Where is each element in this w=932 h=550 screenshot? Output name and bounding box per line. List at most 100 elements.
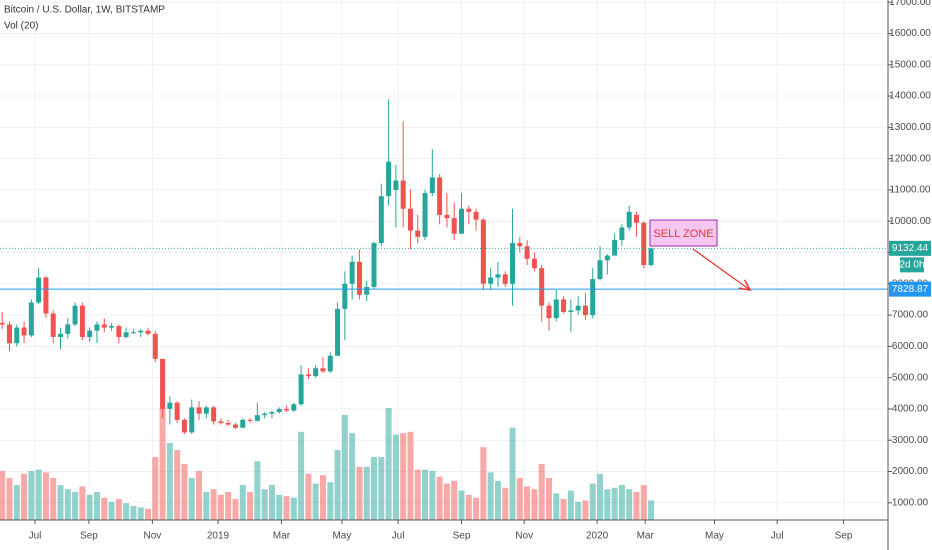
candle-body xyxy=(28,302,34,336)
volume-bar xyxy=(101,497,108,520)
volume-bar xyxy=(531,489,538,520)
volume-bar xyxy=(298,431,305,520)
candle-body xyxy=(65,324,71,334)
volume-bar xyxy=(217,494,224,520)
volume-bar xyxy=(458,490,465,520)
price-label: 9132.44 xyxy=(892,243,929,254)
candle-body xyxy=(262,413,268,416)
candle-body xyxy=(50,313,56,337)
candle-body xyxy=(502,274,508,284)
volume-bar xyxy=(640,485,647,520)
candle-body xyxy=(378,196,384,244)
candle-body xyxy=(247,419,253,421)
volume-bar xyxy=(356,466,363,520)
candle-body xyxy=(590,279,596,316)
y-tick-label: 7000.00 xyxy=(892,310,929,321)
candle-body xyxy=(160,358,166,409)
candle-body xyxy=(546,305,552,319)
volume-bar xyxy=(597,473,604,520)
y-tick-label: 1000.00 xyxy=(892,497,929,508)
candle-body xyxy=(298,374,304,405)
volume-bar xyxy=(327,482,334,520)
candle-layer xyxy=(0,99,654,434)
candle-body xyxy=(633,214,639,223)
candle-body xyxy=(254,415,260,421)
volume-bar xyxy=(203,492,210,520)
candle-body xyxy=(517,243,523,247)
volume-bar xyxy=(21,473,28,520)
volume-bar xyxy=(422,469,429,520)
y-tick-label: 15000.00 xyxy=(889,59,931,70)
candle-body xyxy=(327,355,333,372)
volume-bar xyxy=(516,478,523,520)
volume-bar xyxy=(443,483,450,520)
volume-bar xyxy=(363,466,370,520)
x-tick-label: Nov xyxy=(515,531,533,542)
candle-body xyxy=(225,423,231,425)
countdown-label: 2d 0h xyxy=(899,259,924,270)
volume-bar xyxy=(480,447,487,520)
candle-body xyxy=(488,277,494,284)
sell-zone-box xyxy=(649,219,718,247)
x-tick-label: Mar xyxy=(273,531,291,542)
candle-body xyxy=(393,180,399,190)
candle-body xyxy=(437,177,443,215)
volume-bar xyxy=(509,427,516,520)
volume-bar xyxy=(436,476,443,520)
volume-bar xyxy=(181,464,188,520)
volume-bar xyxy=(115,499,122,520)
volume-bar xyxy=(210,489,217,520)
x-tick-label: Sep xyxy=(835,531,853,542)
x-tick-label: Jul xyxy=(29,531,42,542)
volume-bar xyxy=(407,431,414,520)
volume-bar xyxy=(553,493,560,520)
volume-bar xyxy=(312,483,319,520)
volume-bar xyxy=(341,415,348,520)
volume-bar xyxy=(166,443,173,520)
volume-bar xyxy=(174,450,181,520)
candle-body xyxy=(342,283,348,309)
candle-body xyxy=(626,211,632,228)
volume-bar xyxy=(349,433,356,520)
volume-bar xyxy=(247,492,254,520)
price-label: 7828.87 xyxy=(892,284,929,295)
candle-body xyxy=(648,248,654,266)
candle-body xyxy=(415,230,421,237)
candle-body xyxy=(14,327,20,344)
candle-body xyxy=(400,180,406,209)
y-tick-label: 13000.00 xyxy=(889,122,931,133)
candle-body xyxy=(561,299,567,312)
volume-bar xyxy=(400,433,407,520)
volume-bar xyxy=(108,501,115,520)
candle-body xyxy=(101,324,107,328)
candle-body xyxy=(109,326,115,328)
volume-bar xyxy=(385,408,392,520)
candle-body xyxy=(203,407,209,414)
candle-body xyxy=(189,407,195,433)
volume-bar xyxy=(35,469,42,520)
candle-body xyxy=(21,327,27,336)
candle-body xyxy=(94,324,100,331)
candle-body xyxy=(335,308,341,356)
volume-bar xyxy=(305,473,312,520)
candle-body xyxy=(130,332,136,334)
volume-bar xyxy=(137,507,144,520)
volume-bar xyxy=(538,464,545,520)
volume-bar xyxy=(159,408,166,520)
x-tick-label: Sep xyxy=(80,531,98,542)
candle-body xyxy=(269,412,275,414)
volume-bar xyxy=(567,490,574,520)
volume-bar xyxy=(42,472,49,520)
volume-bar xyxy=(276,494,283,520)
candle-body xyxy=(284,408,290,411)
volume-bar xyxy=(414,469,421,520)
volume-bar xyxy=(86,494,93,520)
volume-bar xyxy=(604,489,611,520)
candle-body xyxy=(145,330,151,334)
candle-body xyxy=(196,407,202,414)
candle-body xyxy=(349,261,355,284)
volume-bar xyxy=(502,487,509,520)
x-tick-label: Jul xyxy=(392,531,405,542)
candle-body xyxy=(553,299,559,319)
